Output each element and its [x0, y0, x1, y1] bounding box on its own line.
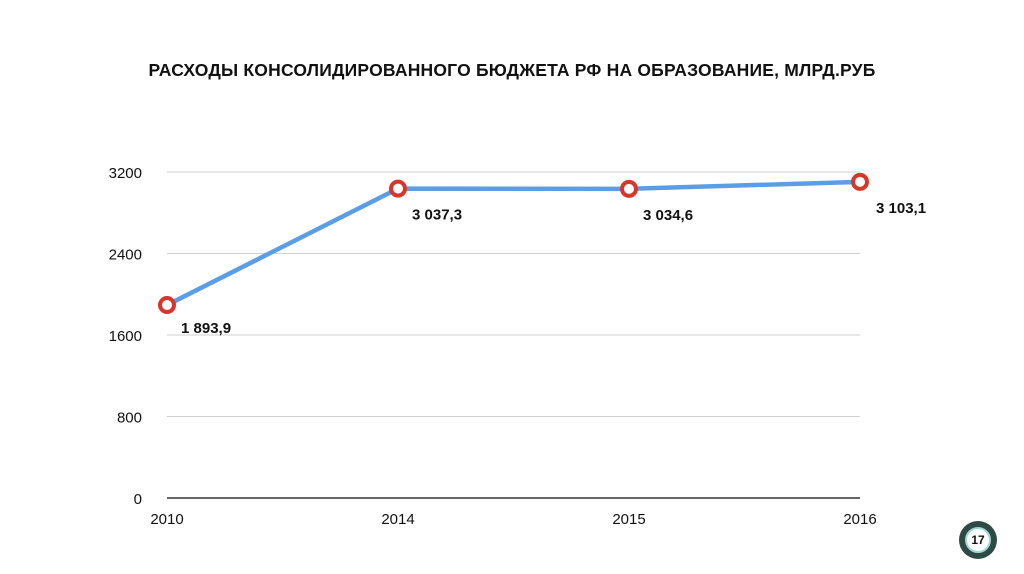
y-tick-label: 3200: [109, 165, 142, 182]
x-tick-label: 2010: [150, 511, 183, 528]
y-tick-label: 2400: [109, 247, 142, 264]
data-point-marker: [389, 179, 407, 198]
y-tick-label: 0: [134, 491, 142, 508]
x-tick-label: 2014: [381, 511, 414, 528]
data-label: 3 103,1: [876, 200, 926, 217]
y-tick-label: 800: [117, 410, 142, 427]
data-point-marker: [158, 296, 176, 315]
y-tick-label: 1600: [109, 328, 142, 345]
data-label: 3 037,3: [412, 207, 462, 224]
data-point-marker: [851, 172, 869, 191]
page-number: 17: [965, 527, 991, 553]
x-tick-label: 2015: [612, 511, 645, 528]
chart-title: РАСХОДЫ КОНСОЛИДИРОВАННОГО БЮДЖЕТА РФ НА…: [148, 60, 876, 80]
page-number-badge: 17: [959, 521, 997, 559]
data-label: 1 893,9: [181, 320, 231, 337]
data-point-marker: [620, 179, 638, 198]
data-label: 3 034,6: [643, 207, 693, 224]
series-line: [164, 179, 863, 308]
x-tick-label: 2016: [843, 511, 876, 528]
